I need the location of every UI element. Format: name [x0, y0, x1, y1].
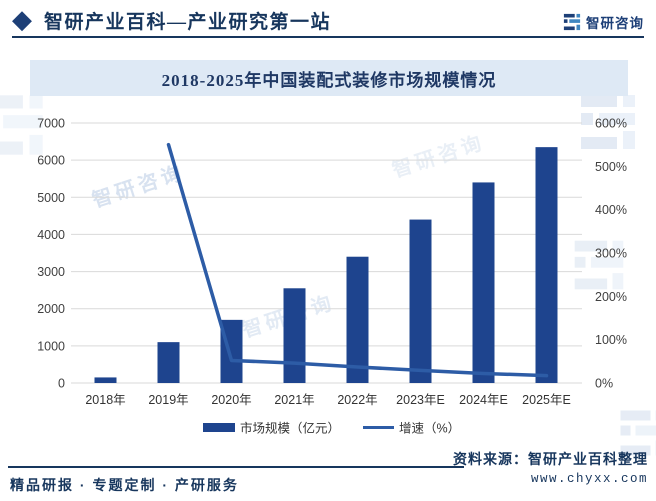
bar-2021年 — [283, 288, 306, 383]
x-axis-label: 2020年 — [211, 393, 251, 407]
bar-line-chart: 0 1000 2000 3000 4000 5000 6000 7000 0% 100% 200% 3… — [37, 117, 627, 436]
right-axis-tick: 600% — [595, 117, 627, 131]
footer-services: 精品研报 · 专题定制 · 产研服务 — [10, 477, 239, 493]
chart-title: 2018-2025年中国装配式装修市场规模情况 — [161, 70, 497, 90]
legend-bar-label: 市场规模（亿元） — [240, 421, 340, 436]
growth-line — [166, 142, 549, 378]
legend-bar-swatch — [203, 423, 235, 432]
left-axis-tick: 4000 — [37, 228, 65, 242]
brand-logo-icon — [563, 13, 581, 31]
right-axis-tick: 200% — [595, 290, 627, 304]
bar-2018年 — [94, 377, 117, 383]
left-axis-tick: 0 — [58, 377, 65, 391]
bar-2022年 — [346, 256, 369, 383]
x-axis-label: 2023年E — [396, 393, 445, 407]
left-axis-tick: 5000 — [37, 191, 65, 205]
chart-title-banner: 2018-2025年中国装配式装修市场规模情况 — [30, 60, 628, 96]
diamond-icon: ◆ — [12, 4, 32, 34]
x-axis-label: 2022年 — [337, 393, 377, 407]
website-url: www.chyxx.com — [530, 472, 648, 486]
bar-2024年E — [472, 182, 495, 383]
brand-name: 智研咨询 — [586, 16, 644, 31]
right-axis-tick: 300% — [595, 247, 627, 261]
left-axis-tick: 6000 — [37, 154, 65, 168]
data-source: 资料来源：智研产业百科整理 — [453, 451, 648, 467]
x-axis-label: 2025年E — [522, 393, 571, 407]
legend-line-label: 增速（%） — [399, 421, 460, 436]
left-axis-tick: 2000 — [37, 302, 65, 316]
left-axis-tick: 7000 — [37, 117, 65, 131]
x-axis-label: 2019年 — [148, 393, 188, 407]
left-axis-tick: 3000 — [37, 265, 65, 279]
bar-2019年 — [157, 342, 180, 383]
header-divider — [12, 36, 644, 38]
site-title: 智研产业百科—产业研究第一站 — [44, 12, 332, 33]
bar-2023年E — [409, 219, 432, 383]
footer-divider — [8, 466, 464, 468]
right-axis-tick: 400% — [595, 203, 627, 217]
footer-source-block: 资料来源：智研产业百科整理 www.chyxx.com — [453, 449, 648, 486]
right-axis-tick: 0% — [595, 377, 613, 391]
x-axis-label: 2024年E — [459, 393, 508, 407]
right-axis-tick: 500% — [595, 160, 627, 174]
x-axis-label: 2018年 — [85, 393, 125, 407]
right-axis-tick: 100% — [595, 333, 627, 347]
bar-2025年E — [535, 147, 558, 383]
brand-logo: 智研咨询 — [563, 12, 644, 32]
x-axis-label: 2021年 — [274, 393, 314, 407]
left-axis-tick: 1000 — [37, 339, 65, 353]
